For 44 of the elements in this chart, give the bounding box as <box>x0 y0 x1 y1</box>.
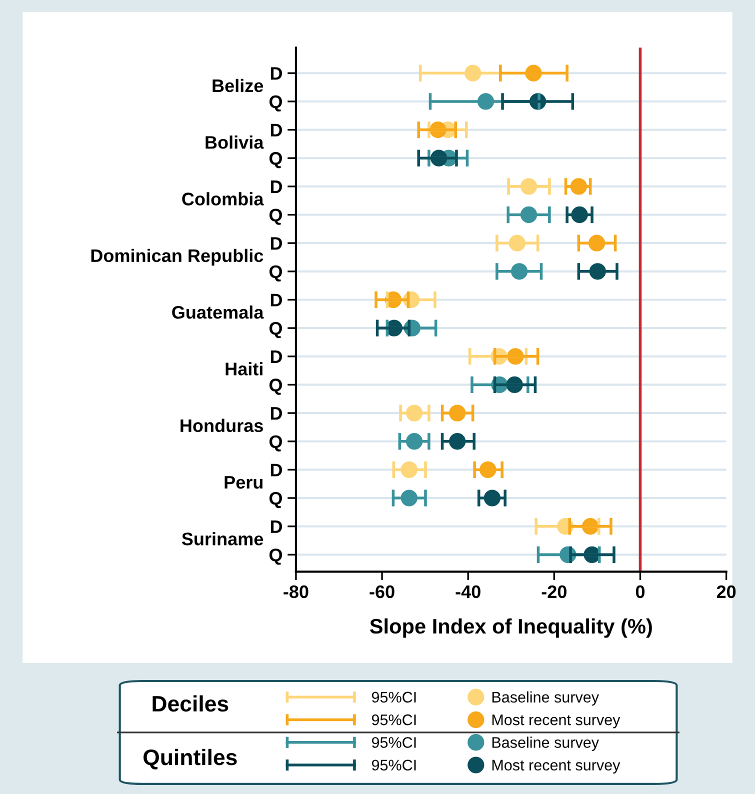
y-tick-label: D <box>270 294 282 306</box>
y-tick-label: Q <box>269 548 282 565</box>
y-tick-label: D <box>270 67 282 80</box>
y-tick-label: Q <box>269 378 282 395</box>
text: Suriname <box>182 532 264 546</box>
text: 95%CI <box>372 714 416 726</box>
y-tick-label: D <box>270 464 282 476</box>
y-tick-label: D <box>270 180 282 193</box>
text: Guatemala <box>172 305 264 319</box>
y-tick-label: D <box>270 520 282 533</box>
x-axis-title: Slope Index of Inequality (%) <box>370 618 652 638</box>
text: Haiti <box>226 362 262 376</box>
legend-label: Most recent survey <box>492 714 620 728</box>
text: Quintiles <box>144 748 237 770</box>
x-tick-label: -20 <box>542 585 566 598</box>
x-tick-label: 0 <box>636 585 645 598</box>
x-tick-label: -80 <box>284 585 308 598</box>
legend-label: Baseline survey <box>492 691 599 706</box>
text: 95%CI <box>372 737 416 748</box>
text: Dominican Republic <box>91 248 264 266</box>
y-tick-label: Q <box>269 492 282 508</box>
y-tick-label: Q <box>269 322 282 338</box>
text: Bolivia <box>206 136 264 149</box>
y-tick-label: D <box>270 237 282 250</box>
legend-label: Most recent survey <box>492 760 620 774</box>
x-tick-label: 20 <box>716 585 736 598</box>
x-tick-label: -60 <box>370 585 394 598</box>
text: Deciles <box>152 695 228 712</box>
y-tick-label: Q <box>269 152 282 168</box>
y-tick-label: D <box>270 350 282 363</box>
x-tick-label: -40 <box>456 585 480 598</box>
text: Honduras <box>180 418 263 432</box>
y-tick-label: Q <box>269 265 282 282</box>
y-tick-label: Q <box>269 208 282 225</box>
text: Belize <box>212 78 264 92</box>
text: 95%CI <box>372 692 416 703</box>
legend-label: Baseline survey <box>492 736 599 751</box>
y-tick-label: Q <box>269 95 282 112</box>
y-tick-label: D <box>270 124 282 136</box>
text: Peru <box>224 476 262 489</box>
y-tick-label: Q <box>269 435 282 452</box>
text: Colombia <box>182 192 264 206</box>
y-tick-label: D <box>270 407 282 420</box>
text: 95%CI <box>372 760 416 771</box>
